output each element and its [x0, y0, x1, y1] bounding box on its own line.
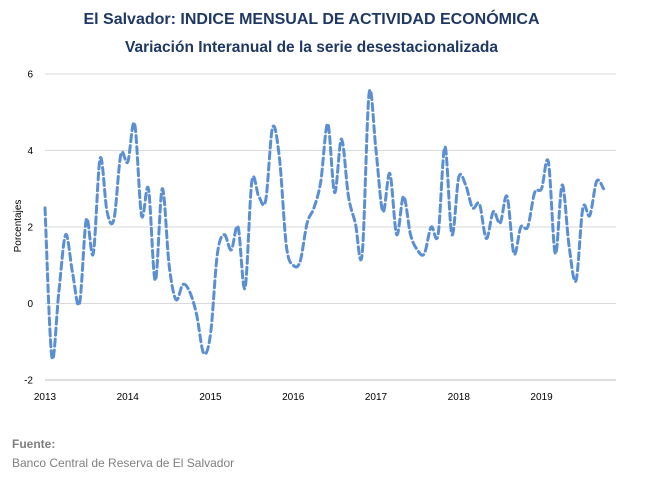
series-layer: [43, 88, 606, 361]
y-axis-label: Porcentajes: [13, 200, 24, 253]
x-tick-label: 2014: [117, 392, 140, 403]
source-text: Banco Central de Reserva de El Salvador: [12, 456, 235, 470]
y-tick-label: 4: [27, 146, 33, 157]
y-tick-label: 2: [27, 223, 33, 234]
line-chart: -2 0 2 4 6 2013 2014 2015 2016 2017 2018 2019 Porce…: [13, 70, 616, 403]
chart-title: El Salvador: INDICE MENSUAL DE ACTIVIDAD…: [83, 11, 540, 28]
chart-subtitle: Variación Interanual de la serie desesta…: [124, 39, 499, 56]
axes: -2 0 2 4 6 2013 2014 2015 2016 2017 2018 2019: [24, 70, 616, 403]
source-label: Fuente:: [12, 437, 56, 451]
x-tick-label: 2018: [448, 392, 471, 403]
x-tick-label: 2016: [282, 392, 305, 403]
x-tick-label: 2013: [34, 392, 57, 403]
y-tick-label: 0: [27, 299, 33, 310]
gridlines: [45, 73, 616, 381]
x-tick-label: 2015: [199, 392, 222, 403]
y-tick-label: 6: [27, 70, 33, 81]
x-tick-label: 2019: [530, 392, 553, 403]
series-line: [43, 88, 606, 361]
y-tick-label: -2: [24, 376, 33, 387]
x-tick-label: 2017: [365, 392, 388, 403]
